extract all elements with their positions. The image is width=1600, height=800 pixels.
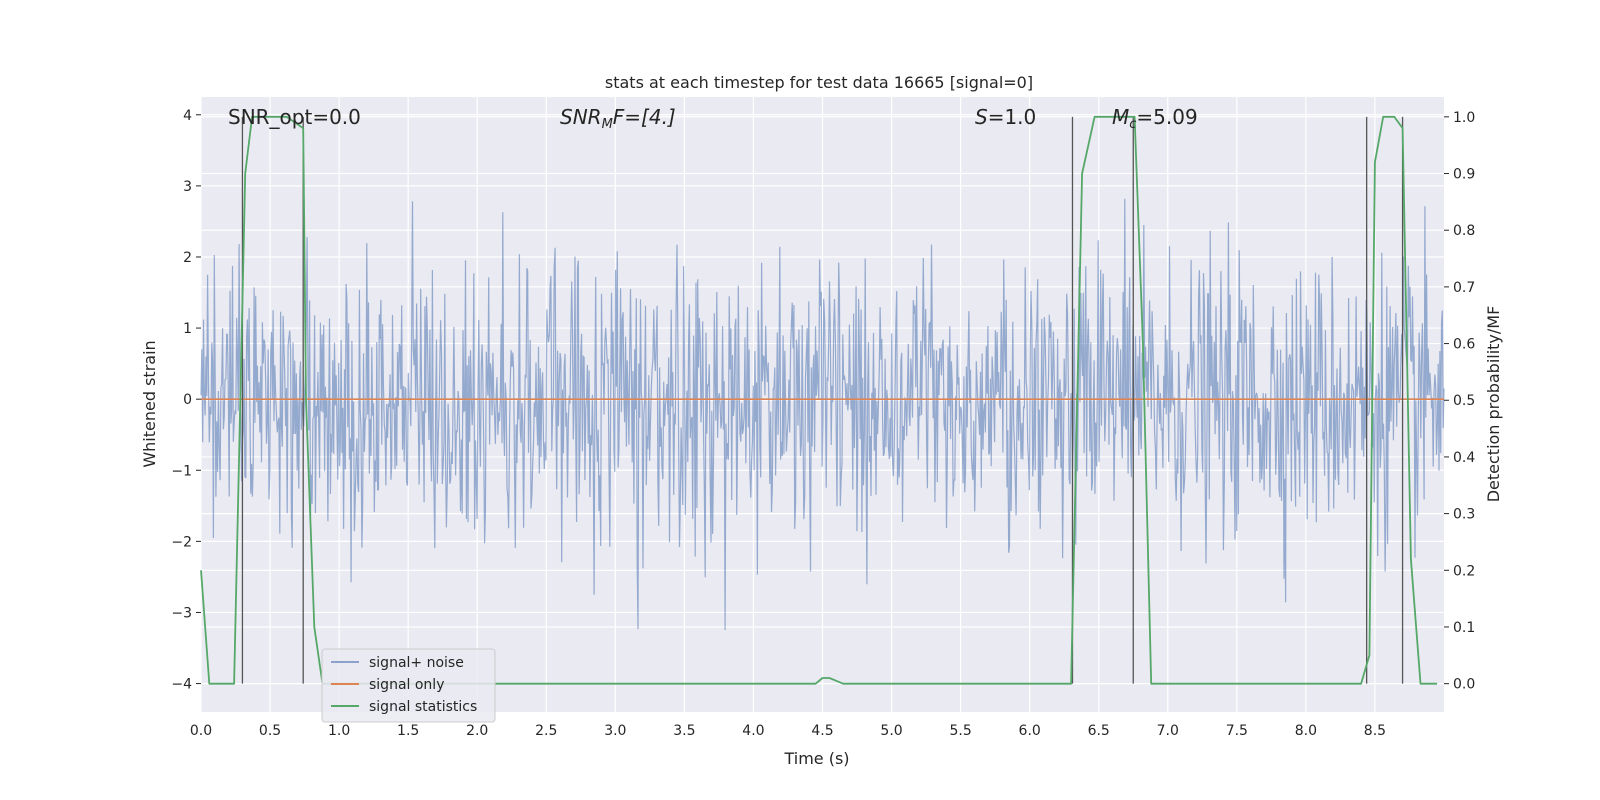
y-tick-label-right: 0.2 <box>1453 563 1475 579</box>
legend: signal+ noise signal only signal statist… <box>321 648 496 723</box>
y-tick-label-right: 0.6 <box>1453 337 1475 353</box>
y-tick-label-right: 0.0 <box>1453 677 1475 693</box>
noise-line <box>200 198 1445 631</box>
y-tick-label-right: 0.8 <box>1453 223 1475 239</box>
x-tick-label: 2.5 <box>535 723 557 739</box>
statistics-line <box>200 115 1438 685</box>
y-tick-label-right: 0.1 <box>1453 620 1475 636</box>
x-tick-label: 6.5 <box>1088 723 1110 739</box>
y-tick-label-right: 1.0 <box>1453 110 1475 126</box>
y-tick-label-right: 0.4 <box>1453 450 1475 466</box>
x-tick-label: 0.5 <box>259 723 281 739</box>
legend-label-statistics: signal statistics <box>369 699 477 715</box>
x-tick-label: 4.5 <box>811 723 833 739</box>
y-axis-title-left: Whitened strain <box>140 340 159 467</box>
x-tick-label: 6.0 <box>1019 723 1041 739</box>
legend-label-signal-only: signal only <box>369 677 444 693</box>
y-tick-label-left: −4 <box>171 677 192 693</box>
annotation-snr-mf-rest: F=[4.] <box>613 105 676 129</box>
x-tick-label: 7.0 <box>1157 723 1179 739</box>
y-tick-label-right: 0.3 <box>1453 507 1475 523</box>
x-tick-label: 1.0 <box>328 723 350 739</box>
x-tick-label: 8.5 <box>1364 723 1386 739</box>
y-tick-label-left: 4 <box>183 108 192 124</box>
x-tick-label: 7.5 <box>1226 723 1248 739</box>
y-tick-label-left: 0 <box>183 392 192 408</box>
legend-label-noise: signal+ noise <box>369 655 464 671</box>
annotation-mc-sub: c <box>1129 117 1136 132</box>
x-tick-label: 3.5 <box>673 723 695 739</box>
y-tick-label-right: 0.9 <box>1453 167 1475 183</box>
x-tick-label: 5.5 <box>949 723 971 739</box>
y-tick-label-left: −1 <box>171 463 192 479</box>
annotation-snr-opt: SNR_opt=0.0 <box>228 105 361 129</box>
y-tick-label-left: −2 <box>171 534 192 550</box>
x-tick-label: 4.0 <box>742 723 764 739</box>
y-axis-title-right: Detection probability/MF <box>1484 306 1503 503</box>
annotation-snr-mf-base: SNR <box>560 105 602 129</box>
annotation-mc-var: M <box>1112 105 1129 129</box>
annotation-mc: Mc=5.09 <box>1112 105 1198 132</box>
x-tick-label: 1.5 <box>397 723 419 739</box>
x-tick-label: 0.0 <box>190 723 212 739</box>
statistics-series <box>200 115 1438 685</box>
x-tick-label: 3.0 <box>604 723 626 739</box>
y-tick-label-left: 3 <box>183 179 192 195</box>
x-tick-label: 8.0 <box>1295 723 1317 739</box>
y-tick-label-right: 0.7 <box>1453 280 1475 296</box>
x-tick-label: 2.0 <box>466 723 488 739</box>
noise-series <box>200 198 1445 631</box>
y-tick-label-right: 0.5 <box>1453 393 1475 409</box>
annotation-s: S=1.0 <box>975 105 1036 129</box>
annotation-snr-mf-sub: M <box>602 117 613 132</box>
y-tick-label-left: 2 <box>183 250 192 266</box>
x-axis-title: Time (s) <box>783 749 849 768</box>
annotation-snr-mf: SNRMF=[4.] <box>560 105 676 132</box>
annotation-s-var: S <box>975 105 988 129</box>
annotation-mc-val: =5.09 <box>1136 105 1197 129</box>
y-tick-label-left: 1 <box>183 321 192 337</box>
chart-title: stats at each timestep for test data 166… <box>605 73 1033 92</box>
annotation-s-val: =1.0 <box>988 105 1037 129</box>
legend-box <box>321 648 496 723</box>
x-tick-label: 5.0 <box>880 723 902 739</box>
y-tick-label-left: −3 <box>171 605 192 621</box>
axes: 0.0 0.5 1.0 1.5 2.0 2.5 3.0 3.5 4.0 4.5 5.0 5.5 6.0 6… <box>171 108 1475 739</box>
